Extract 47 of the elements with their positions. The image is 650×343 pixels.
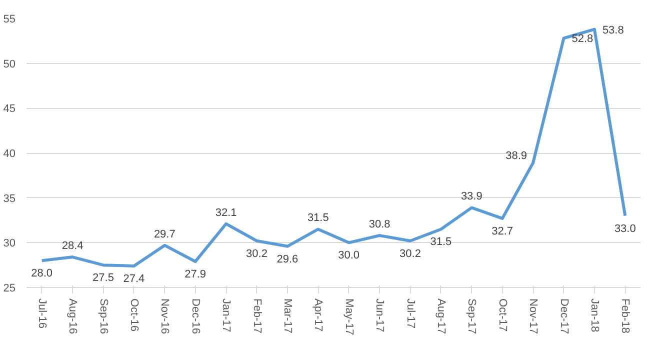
y-tick-label: 30: [3, 238, 16, 250]
data-label: 28.4: [62, 240, 84, 252]
data-label: 30.2: [400, 248, 421, 260]
x-tick-label: Nov-17: [527, 298, 540, 334]
data-label: 31.5: [307, 212, 329, 224]
y-tick-label: 35: [3, 192, 16, 205]
data-label: 32.7: [492, 225, 514, 238]
data-label: 27.4: [123, 272, 145, 285]
data-label: 31.5: [430, 236, 452, 248]
x-tick-label: Jul-17: [404, 298, 416, 328]
x-tick-label: Dec-17: [558, 298, 570, 334]
data-label: 32.1: [215, 206, 237, 219]
data-label: 29.7: [154, 228, 176, 240]
x-tick-label: Sep-16: [97, 298, 110, 334]
data-label: 28.0: [31, 268, 53, 280]
x-tick-label: May-17: [342, 298, 355, 336]
y-tick-label: 55: [3, 14, 16, 26]
x-tick-label: Apr-17: [312, 298, 324, 332]
data-label: 30.8: [368, 218, 390, 230]
y-tick-label: 45: [3, 103, 16, 116]
x-tick-label: Sep-17: [466, 298, 478, 334]
x-tick-label: Dec-16: [189, 298, 202, 334]
data-label: 27.5: [92, 272, 114, 284]
x-tick-label: Jan-17: [220, 298, 232, 332]
x-tick-label: Feb-17: [250, 298, 263, 334]
x-tick-label: Aug-16: [66, 298, 79, 334]
y-tick-label: 50: [3, 58, 16, 70]
x-tick-label: Jul-16: [36, 298, 48, 328]
x-tick-label: Mar-17: [281, 298, 294, 334]
x-tick-label: Jun-17: [374, 298, 386, 332]
x-tick-label: Jan-18: [588, 298, 600, 332]
data-label: 29.6: [276, 253, 298, 266]
data-label: 53.8: [602, 24, 624, 36]
data-label: 33.0: [614, 222, 636, 235]
x-tick-label: Feb-18: [619, 298, 632, 334]
data-label: 30.0: [338, 250, 360, 262]
data-label: 38.9: [506, 150, 528, 162]
data-label: 30.2: [246, 248, 268, 260]
y-tick-label: 40: [3, 148, 16, 160]
data-label: 52.8: [572, 33, 594, 46]
x-tick-label: Oct-17: [496, 298, 508, 332]
y-tick-label: 25: [3, 282, 16, 294]
data-label: 33.9: [460, 190, 482, 203]
x-tick-label: Nov-16: [158, 298, 171, 334]
data-label: 27.9: [184, 268, 206, 280]
x-tick-label: Aug-17: [434, 298, 447, 334]
x-tick-label: Oct-16: [128, 298, 140, 332]
